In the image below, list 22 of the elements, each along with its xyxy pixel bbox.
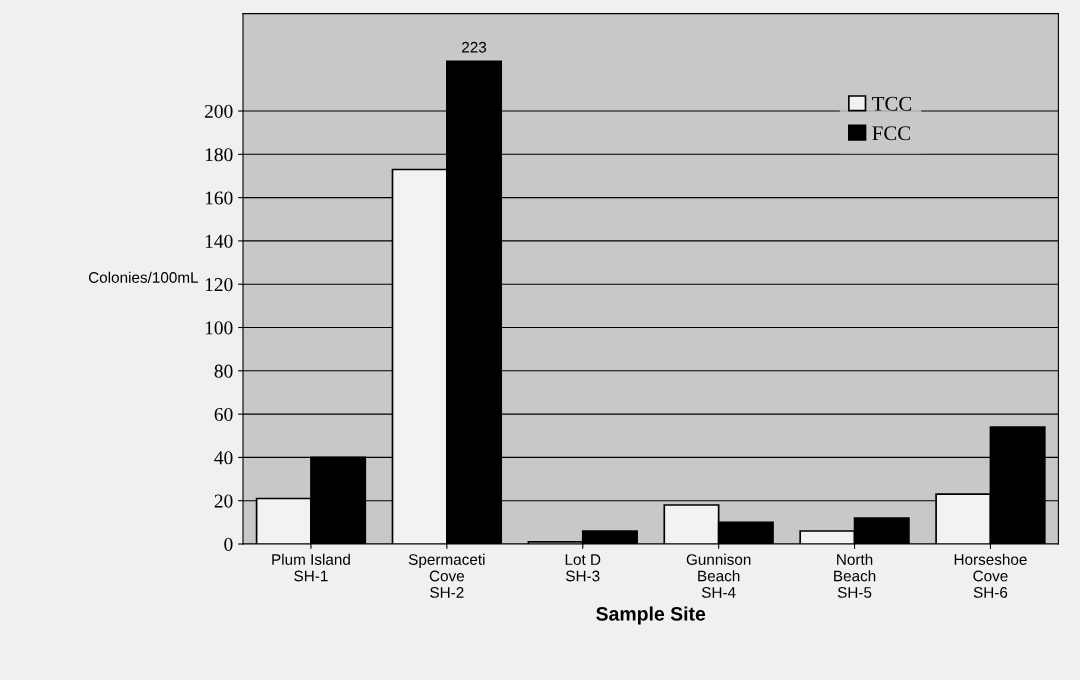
y-tick-label: 0	[224, 537, 233, 551]
data-label: 223	[462, 41, 487, 53]
x-tick-label: North Beach SH-5	[834, 553, 876, 598]
y-tick-label: 80	[214, 364, 233, 378]
y-tick-label: 200	[204, 104, 233, 118]
y-tick-label: 140	[205, 234, 233, 248]
legend-label: TCC	[872, 96, 912, 111]
y-tick-label: 40	[214, 451, 233, 465]
y-axis-title: Colonies/100mL	[88, 271, 199, 283]
x-tick-label: Horseshoe Cove SH-6	[954, 553, 1027, 598]
legend-label: FCC	[872, 126, 910, 141]
x-axis-title: Sample Site	[596, 606, 706, 625]
y-tick-label: 20	[214, 494, 233, 508]
y-tick-label: 120	[205, 278, 233, 292]
x-tick-label: Gunnison Beach SH-4	[686, 553, 751, 598]
x-tick-label: Plum Island SH-1	[272, 553, 350, 582]
y-tick-label: 100	[205, 321, 233, 335]
y-tick-label: 160	[205, 191, 233, 205]
x-tick-label: Spermaceti Cove SH-2	[408, 553, 485, 598]
y-tick-label: 60	[214, 407, 233, 422]
y-tick-label: 180	[205, 148, 233, 162]
x-tick-label: Lot D SH-3	[565, 554, 601, 582]
